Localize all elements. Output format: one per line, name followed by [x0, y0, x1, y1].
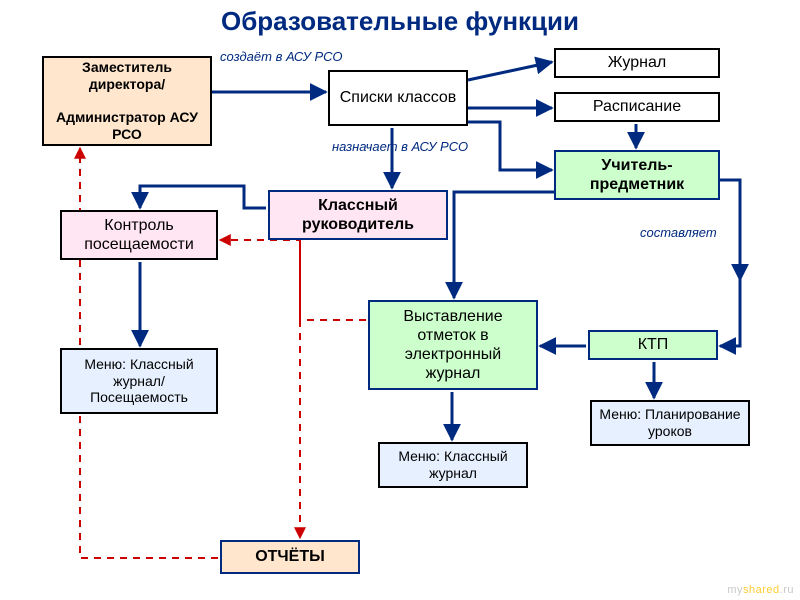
node-schedule: Расписание	[554, 92, 720, 122]
node-classhead: Классный руководитель	[268, 190, 448, 240]
edge-marks-to-attendance	[220, 240, 366, 320]
edge-classhead-to-attendance	[140, 186, 266, 208]
edge-classlists-to-teacher	[468, 122, 552, 170]
node-classlists: Списки классов	[328, 70, 468, 126]
node-menu-attendance: Меню: Классный журнал/ Посещаемость	[60, 348, 218, 414]
edge-label-creates: создаёт в АСУ РСО	[220, 50, 343, 64]
diagram-title: Образовательные функции	[0, 6, 800, 37]
watermark-c: .ru	[780, 584, 794, 596]
node-menu-plan: Меню: Планирование уроков	[590, 400, 750, 446]
node-ktp: КТП	[588, 330, 718, 360]
watermark: myshared.ru	[727, 584, 794, 596]
edge-teacher-to-marks	[454, 192, 554, 298]
edge-label-assigns: назначает в АСУ РСО	[332, 140, 468, 154]
edge-classlists-to-journal	[468, 62, 552, 80]
edge-label-writes: составляет	[640, 226, 717, 240]
node-marks: Выставление отметок в электронный журнал	[368, 300, 538, 390]
node-deputy: Заместитель директора/ Администратор АСУ…	[42, 56, 212, 146]
watermark-a: my	[727, 584, 743, 596]
edge-teacher-down-right	[720, 180, 740, 280]
node-teacher: Учитель-предметник	[554, 150, 720, 200]
edge-right-to-ktp	[720, 280, 740, 346]
node-attendance: Контроль посещаемости	[60, 210, 218, 260]
node-reports: ОТЧЁТЫ	[220, 540, 360, 574]
watermark-b: shared	[743, 584, 780, 596]
node-journal: Журнал	[554, 48, 720, 78]
node-menu-journal: Меню: Классный журнал	[378, 442, 528, 488]
